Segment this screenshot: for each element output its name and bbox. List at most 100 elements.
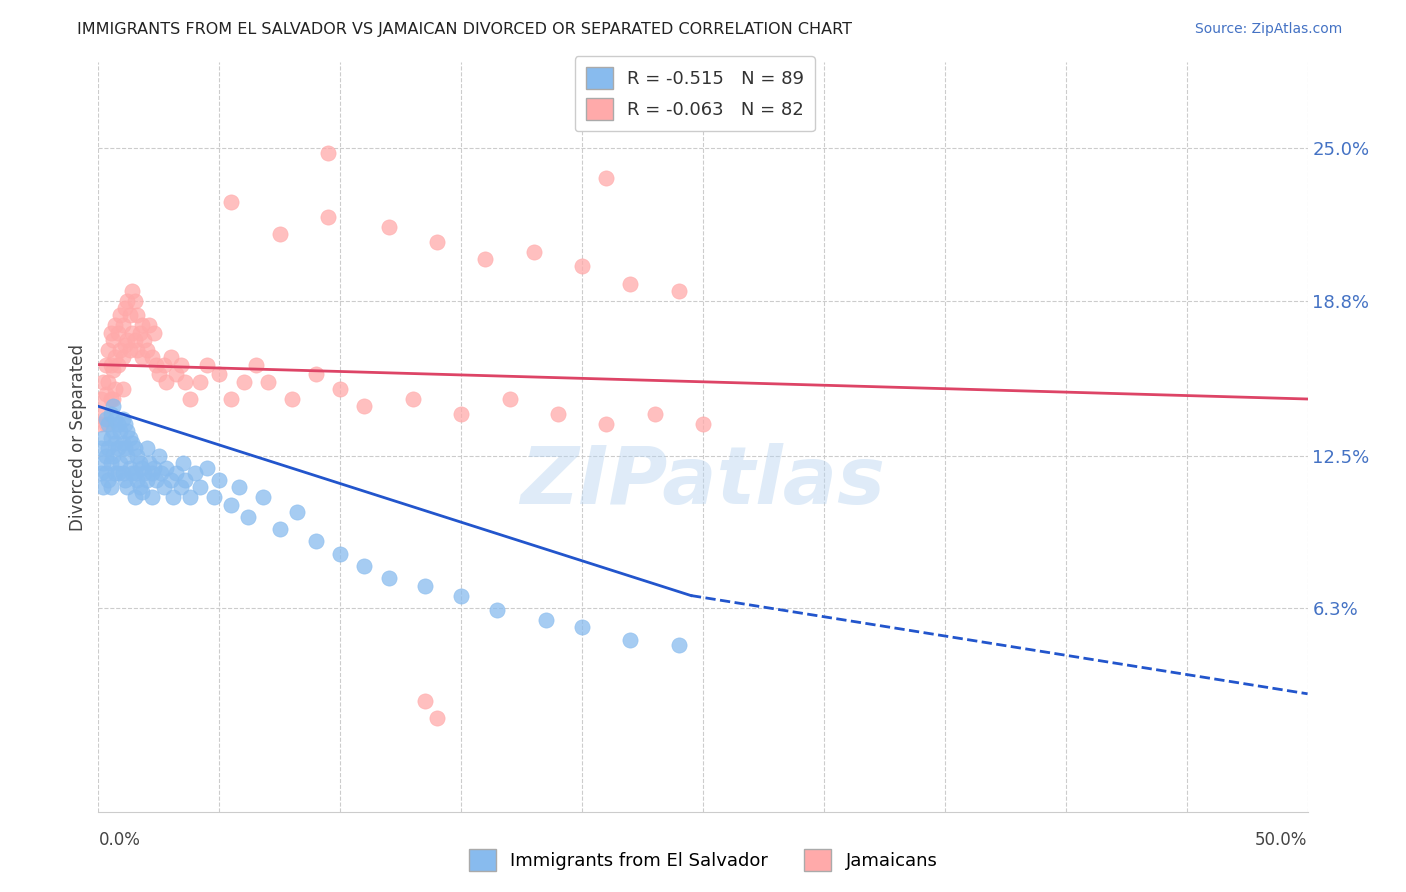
Point: [101, 424, 124, 438]
Point: [221, 392, 243, 406]
Point: [162, 490, 184, 504]
Point: [107, 441, 129, 455]
Point: [94, 466, 117, 480]
Point: [252, 490, 274, 504]
Point: [165, 466, 187, 480]
Point: [124, 293, 146, 308]
Point: [450, 589, 472, 603]
Point: [228, 480, 250, 494]
Point: [114, 301, 136, 315]
Legend: Immigrants from El Salvador, Jamaicans: Immigrants from El Salvador, Jamaicans: [461, 842, 945, 879]
Point: [179, 490, 201, 504]
Point: [141, 350, 163, 364]
Point: [124, 333, 146, 347]
Point: [104, 411, 127, 425]
Point: [150, 466, 173, 480]
Point: [108, 343, 131, 357]
Point: [195, 460, 218, 475]
Point: [160, 473, 183, 487]
Point: [107, 326, 129, 340]
Point: [188, 480, 211, 494]
Point: [100, 326, 122, 340]
Point: [100, 358, 122, 372]
Point: [155, 460, 177, 475]
Text: 0.0%: 0.0%: [98, 831, 141, 849]
Point: [498, 392, 520, 406]
Point: [644, 407, 666, 421]
Point: [94, 449, 117, 463]
Point: [269, 227, 291, 242]
Point: [118, 460, 141, 475]
Point: [101, 333, 124, 347]
Point: [101, 362, 124, 376]
Point: [402, 392, 425, 406]
Point: [595, 170, 617, 185]
Point: [668, 638, 690, 652]
Point: [547, 407, 569, 421]
Point: [138, 456, 160, 470]
Point: [148, 449, 170, 463]
Point: [90, 417, 112, 431]
Point: [152, 358, 174, 372]
Point: [114, 338, 136, 352]
Point: [108, 309, 131, 323]
Point: [204, 490, 226, 504]
Point: [128, 456, 150, 470]
Point: [305, 534, 328, 549]
Point: [426, 235, 449, 249]
Point: [413, 694, 436, 708]
Point: [97, 417, 120, 431]
Point: [134, 333, 156, 347]
Point: [121, 326, 143, 340]
Point: [232, 375, 254, 389]
Point: [145, 473, 167, 487]
Point: [91, 407, 114, 421]
Point: [117, 424, 139, 438]
Point: [101, 449, 124, 463]
Point: [316, 211, 339, 225]
Point: [124, 441, 146, 455]
Point: [121, 436, 143, 450]
Point: [486, 603, 509, 617]
Point: [104, 466, 127, 480]
Point: [148, 368, 170, 382]
Point: [188, 375, 211, 389]
Point: [114, 441, 136, 455]
Point: [131, 318, 153, 333]
Point: [131, 460, 153, 475]
Point: [111, 436, 134, 450]
Point: [143, 326, 166, 340]
Point: [281, 392, 304, 406]
Point: [91, 456, 114, 470]
Point: [221, 498, 243, 512]
Point: [128, 480, 150, 494]
Point: [135, 473, 157, 487]
Point: [104, 350, 127, 364]
Point: [426, 711, 449, 725]
Point: [174, 473, 197, 487]
Point: [121, 466, 143, 480]
Point: [100, 480, 122, 494]
Point: [619, 632, 641, 647]
Point: [131, 485, 153, 500]
Point: [117, 333, 139, 347]
Point: [571, 260, 593, 274]
Point: [94, 411, 117, 425]
Point: [100, 456, 122, 470]
Point: [285, 505, 308, 519]
Point: [571, 620, 593, 634]
Point: [118, 431, 141, 445]
Point: [108, 456, 131, 470]
Point: [208, 473, 231, 487]
Point: [238, 510, 260, 524]
Point: [90, 466, 112, 480]
Point: [117, 293, 139, 308]
Point: [104, 436, 127, 450]
Point: [91, 480, 114, 494]
Point: [138, 318, 160, 333]
Point: [172, 456, 194, 470]
Point: [523, 244, 546, 259]
Point: [107, 358, 129, 372]
Point: [104, 318, 127, 333]
Point: [107, 466, 129, 480]
